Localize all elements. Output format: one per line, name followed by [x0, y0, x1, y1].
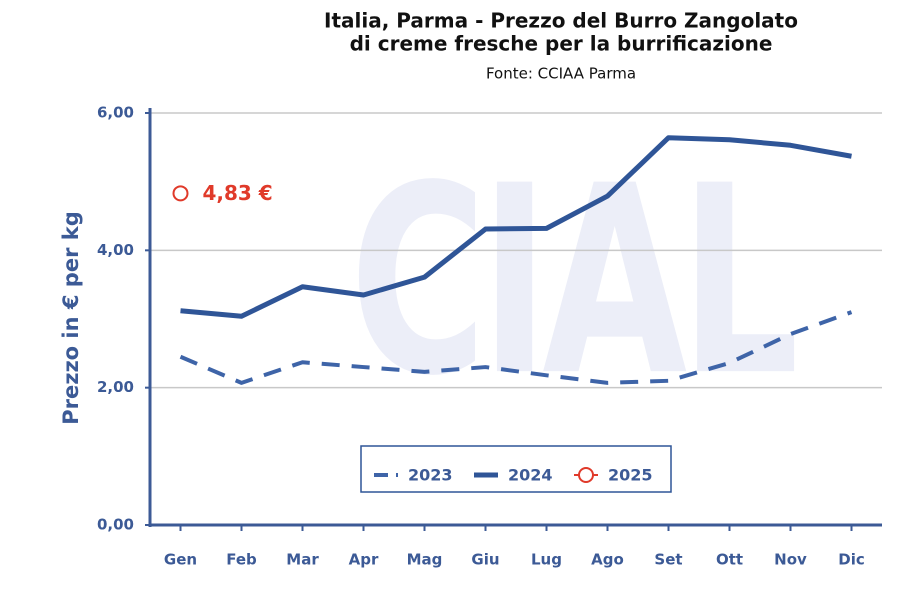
legend-label: 2023	[408, 466, 453, 485]
y-tick-label: 4,00	[97, 241, 134, 259]
y-tick-label: 2,00	[97, 378, 134, 396]
chart-title: di creme fresche per la burrificazione	[350, 32, 773, 56]
point-marker	[172, 185, 189, 202]
line-2024	[180, 135, 852, 319]
x-tick-label: Mag	[407, 551, 443, 569]
x-tick-label: Lug	[531, 551, 562, 569]
x-tick-label: Dic	[838, 551, 864, 569]
legend-swatch	[578, 467, 594, 483]
x-tick-label: Feb	[226, 551, 257, 569]
x-tick-label: Apr	[349, 551, 379, 569]
y-tick-label: 0,00	[97, 516, 134, 534]
x-tick-label: Mar	[286, 551, 319, 569]
y-axis-label: Prezzo in € per kg	[59, 211, 83, 425]
legend-box	[360, 445, 672, 493]
data-label: 4,83 €	[203, 181, 273, 205]
y-tick-label: 6,00	[97, 104, 134, 122]
x-tick-label: Ott	[716, 551, 743, 569]
x-tick-label: Giu	[471, 551, 499, 569]
chart-title: Italia, Parma - Prezzo del Burro Zangola…	[324, 9, 798, 33]
chart-subtitle: Fonte: CCIAA Parma	[486, 65, 636, 83]
x-tick-label: Nov	[774, 551, 807, 569]
legend-label: 2025	[608, 466, 653, 485]
watermark: CIAL	[350, 131, 795, 433]
x-tick-label: Gen	[164, 551, 197, 569]
x-tick-label: Set	[654, 551, 682, 569]
legend-label: 2024	[508, 466, 553, 485]
x-tick-label: Ago	[591, 551, 624, 569]
line-2023	[179, 310, 853, 385]
